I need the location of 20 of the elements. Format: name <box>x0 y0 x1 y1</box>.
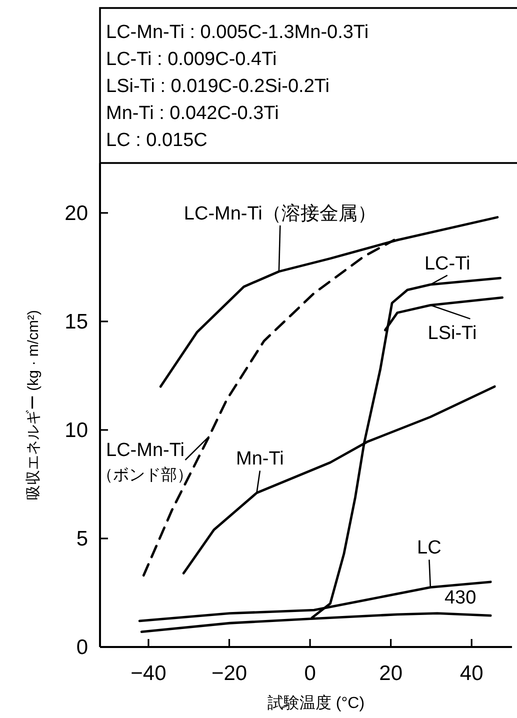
y-tick-label: 0 <box>76 636 88 659</box>
y-tick-label: 10 <box>64 418 88 442</box>
composition-box: LC-Mn-Ti : 0.005C-1.3Mn-0.3Ti LC-Ti : 0.009C-0.4Ti LSi-Ti : 0.019C-0.2Si-0.2Ti Mn-Ti : 0.042C-0.3Ti LC : 0.015C <box>99 7 517 164</box>
x-axis-title: 試験温度 (°C) <box>267 694 365 712</box>
series-label: LC-Mn-Ti（ボンド部） <box>97 440 194 484</box>
x-tick-label: −20 <box>211 662 248 685</box>
x-tick-label: 0 <box>304 662 316 685</box>
y-axis-title: 吸収エネルギー (kg · m/cm²) <box>25 310 42 500</box>
series-label: LC-Ti <box>424 253 470 274</box>
y-tick-label: 20 <box>64 202 88 225</box>
series-label: 430 <box>444 588 476 609</box>
series-label: Mn-Ti <box>236 448 284 470</box>
y-tick-label: 15 <box>64 310 88 334</box>
x-tick-label: −40 <box>130 662 166 685</box>
legend-label: LSi-Ti <box>428 322 477 344</box>
series-label: LC <box>417 538 442 559</box>
x-tick-label: 40 <box>460 662 484 685</box>
series-label: LC-Mn-Ti（溶接金属） <box>184 202 376 224</box>
y-tick-label: 5 <box>76 527 88 550</box>
x-tick-label: 20 <box>379 662 403 685</box>
